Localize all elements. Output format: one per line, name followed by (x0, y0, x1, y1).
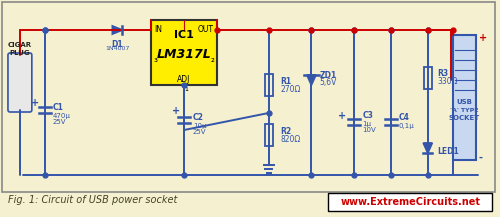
Text: LED1: LED1 (438, 146, 460, 156)
Text: 330Ω: 330Ω (438, 77, 458, 87)
Text: IC1: IC1 (174, 30, 194, 40)
Text: +: + (172, 106, 180, 116)
Bar (264, 74, 272, 96)
Text: 1μ: 1μ (362, 121, 371, 127)
Text: USB: USB (456, 99, 472, 105)
Text: ²: ² (211, 58, 215, 68)
Text: 0,1μ: 0,1μ (399, 123, 414, 129)
Text: ¹: ¹ (184, 87, 188, 97)
Text: 'A' TYPE: 'A' TYPE (450, 107, 478, 112)
Polygon shape (307, 75, 316, 85)
Text: D1: D1 (112, 40, 123, 49)
Text: CIGAR: CIGAR (8, 42, 32, 48)
Text: +: + (338, 111, 346, 121)
Text: 5,6V: 5,6V (320, 79, 336, 87)
Text: 470μ: 470μ (52, 113, 70, 119)
FancyBboxPatch shape (8, 53, 32, 112)
Text: R3: R3 (438, 69, 449, 79)
Text: Fig. 1: Circuit of USB power socket: Fig. 1: Circuit of USB power socket (8, 195, 177, 205)
Text: LM317L: LM317L (156, 49, 212, 61)
Text: www.ExtremeCircuits.net: www.ExtremeCircuits.net (341, 197, 481, 207)
Text: +: + (478, 33, 486, 43)
Bar (264, 124, 272, 146)
Text: PLUG: PLUG (10, 50, 30, 56)
Text: -: - (478, 153, 482, 163)
Bar (452, 35, 475, 160)
Text: IN: IN (154, 26, 162, 35)
Text: SOCKET: SOCKET (448, 115, 480, 121)
Bar (328, 193, 492, 211)
Polygon shape (112, 26, 122, 34)
Text: 25V: 25V (52, 119, 66, 125)
Text: 25V: 25V (193, 129, 206, 135)
Text: R1: R1 (280, 77, 291, 87)
Text: 10μ: 10μ (193, 123, 206, 129)
Text: ZD1: ZD1 (320, 71, 336, 79)
Polygon shape (424, 143, 432, 153)
Text: C1: C1 (52, 104, 64, 112)
Text: 10V: 10V (362, 127, 376, 133)
Text: C2: C2 (193, 113, 204, 123)
Text: ADJ: ADJ (178, 76, 190, 84)
Text: +: + (31, 98, 39, 108)
Bar (424, 67, 432, 89)
Text: 1N4007: 1N4007 (105, 46, 130, 51)
Text: C4: C4 (399, 113, 410, 123)
Bar (2, 2, 496, 192)
Text: R2: R2 (280, 128, 291, 136)
Text: ³: ³ (153, 58, 157, 68)
Text: 820Ω: 820Ω (280, 135, 301, 145)
Text: C3: C3 (362, 112, 373, 120)
Text: 270Ω: 270Ω (280, 85, 301, 94)
Bar (151, 20, 217, 85)
Text: OUT: OUT (198, 26, 214, 35)
